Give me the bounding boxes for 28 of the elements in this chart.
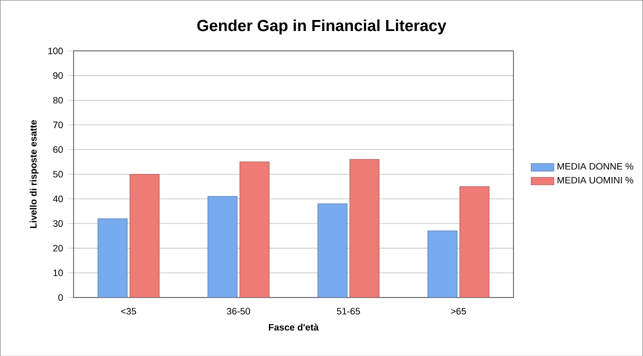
x-tick-label: 36-50 <box>226 308 250 314</box>
y-tick-label: 20 <box>53 244 63 252</box>
y-tick-label: 50 <box>53 170 63 178</box>
y-tick-label: 70 <box>53 121 63 128</box>
y-axis-title: Livello di risposte esatte <box>30 120 38 228</box>
legend-label: MEDIA UOMINI % <box>558 176 634 184</box>
bar <box>130 174 160 298</box>
x-axis-title: Fasce d'età <box>268 323 319 330</box>
bar <box>350 158 380 298</box>
bar <box>240 161 270 298</box>
bar <box>428 230 458 298</box>
bar <box>208 196 238 298</box>
y-tick-label: 10 <box>54 269 63 276</box>
y-tick-label: 0 <box>58 294 63 301</box>
bar <box>98 218 128 298</box>
x-tick-label: <35 <box>121 308 136 314</box>
chart-title: Gender Gap in Financial Literacy <box>197 19 446 34</box>
bar <box>460 186 490 298</box>
legend-label: MEDIA DONNE % <box>558 162 634 170</box>
x-tick-label: >65 <box>451 308 466 314</box>
y-tick-label: 80 <box>53 96 63 104</box>
x-tick-label: 51-65 <box>336 308 360 314</box>
y-tick-label: 100 <box>48 47 63 54</box>
y-tick-label: 90 <box>53 72 63 79</box>
y-tick-label: 30 <box>53 220 63 227</box>
y-tick-label: 60 <box>53 146 63 153</box>
bar <box>318 203 348 298</box>
y-tick-label: 40 <box>53 195 63 202</box>
